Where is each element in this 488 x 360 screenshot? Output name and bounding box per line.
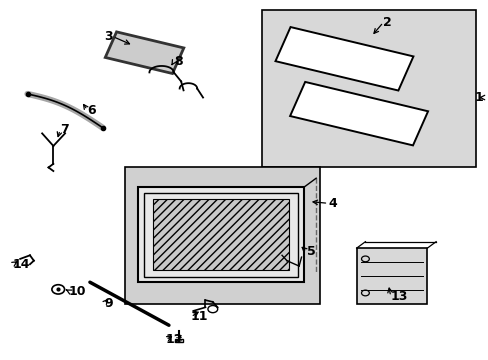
Text: 4: 4	[328, 197, 336, 210]
Bar	[261, 10, 475, 167]
Bar	[174, 338, 182, 342]
Bar	[144, 193, 298, 277]
Text: 6: 6	[87, 104, 96, 117]
Text: 3: 3	[104, 30, 113, 43]
Text: 14: 14	[13, 258, 30, 271]
Text: 5: 5	[306, 245, 315, 258]
Polygon shape	[289, 82, 427, 145]
Polygon shape	[105, 32, 183, 73]
Bar	[356, 248, 427, 304]
Text: 12: 12	[165, 333, 183, 346]
Bar	[153, 199, 289, 270]
Text: 13: 13	[390, 290, 407, 303]
Polygon shape	[275, 27, 412, 90]
Text: 10: 10	[69, 285, 86, 298]
Bar	[138, 187, 304, 282]
Text: 1: 1	[474, 91, 483, 104]
Bar	[125, 167, 320, 304]
Text: 2: 2	[383, 16, 391, 29]
Text: 11: 11	[190, 310, 208, 324]
Text: 8: 8	[173, 55, 182, 68]
Text: 7: 7	[60, 123, 69, 136]
Text: 9: 9	[104, 297, 112, 310]
